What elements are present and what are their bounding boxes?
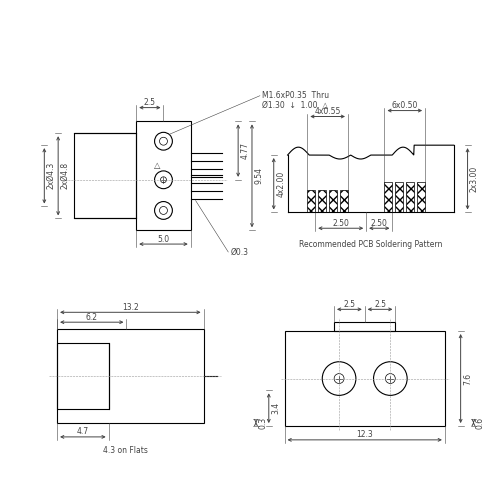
Text: 6x0.50: 6x0.50 bbox=[392, 101, 418, 110]
Text: Recommended PCB Soldering Pattern: Recommended PCB Soldering Pattern bbox=[299, 240, 442, 248]
Text: △: △ bbox=[154, 162, 161, 170]
Text: 3.4: 3.4 bbox=[271, 402, 280, 414]
Text: 4x2.00: 4x2.00 bbox=[276, 170, 285, 197]
Text: 2.50: 2.50 bbox=[371, 219, 388, 228]
Text: 2.5: 2.5 bbox=[144, 98, 156, 107]
Bar bbox=[308, 190, 316, 212]
Bar bbox=[334, 322, 396, 331]
Text: Ø0.3: Ø0.3 bbox=[230, 248, 248, 256]
Text: 2xØ4.8: 2xØ4.8 bbox=[60, 162, 70, 190]
Bar bbox=[136, 122, 190, 230]
Text: M1.6xP0.35  Thru: M1.6xP0.35 Thru bbox=[262, 91, 329, 100]
Bar bbox=[340, 190, 348, 212]
Bar bbox=[57, 329, 204, 423]
Text: 2.5: 2.5 bbox=[344, 300, 355, 309]
Bar bbox=[284, 331, 445, 426]
Text: 5.0: 5.0 bbox=[158, 234, 170, 244]
Text: 0.3: 0.3 bbox=[258, 416, 268, 428]
Text: 9.54: 9.54 bbox=[254, 168, 264, 184]
Text: 4.3 on Flats: 4.3 on Flats bbox=[103, 446, 148, 455]
Bar bbox=[406, 182, 414, 212]
Text: 7.6: 7.6 bbox=[463, 372, 472, 384]
Text: 2x3.00: 2x3.00 bbox=[470, 166, 479, 192]
Bar bbox=[384, 182, 392, 212]
Text: 2.5: 2.5 bbox=[374, 300, 386, 309]
Bar bbox=[329, 190, 337, 212]
Bar bbox=[74, 134, 136, 218]
Text: 2.50: 2.50 bbox=[332, 219, 349, 228]
Text: 4.7: 4.7 bbox=[77, 428, 89, 436]
Text: 12.3: 12.3 bbox=[356, 430, 373, 440]
Bar bbox=[318, 190, 326, 212]
Bar bbox=[57, 343, 108, 409]
Text: 2xØ4.3: 2xØ4.3 bbox=[46, 162, 56, 190]
Text: 13.2: 13.2 bbox=[122, 303, 138, 312]
Text: 4x0.55: 4x0.55 bbox=[314, 107, 341, 116]
Text: 4.77: 4.77 bbox=[240, 142, 250, 159]
Bar bbox=[396, 182, 404, 212]
Text: 0.6: 0.6 bbox=[476, 416, 485, 428]
Text: Ø1.30  ↓  1.00  △: Ø1.30 ↓ 1.00 △ bbox=[262, 101, 328, 110]
Bar bbox=[417, 182, 425, 212]
Text: 6.2: 6.2 bbox=[86, 312, 98, 322]
